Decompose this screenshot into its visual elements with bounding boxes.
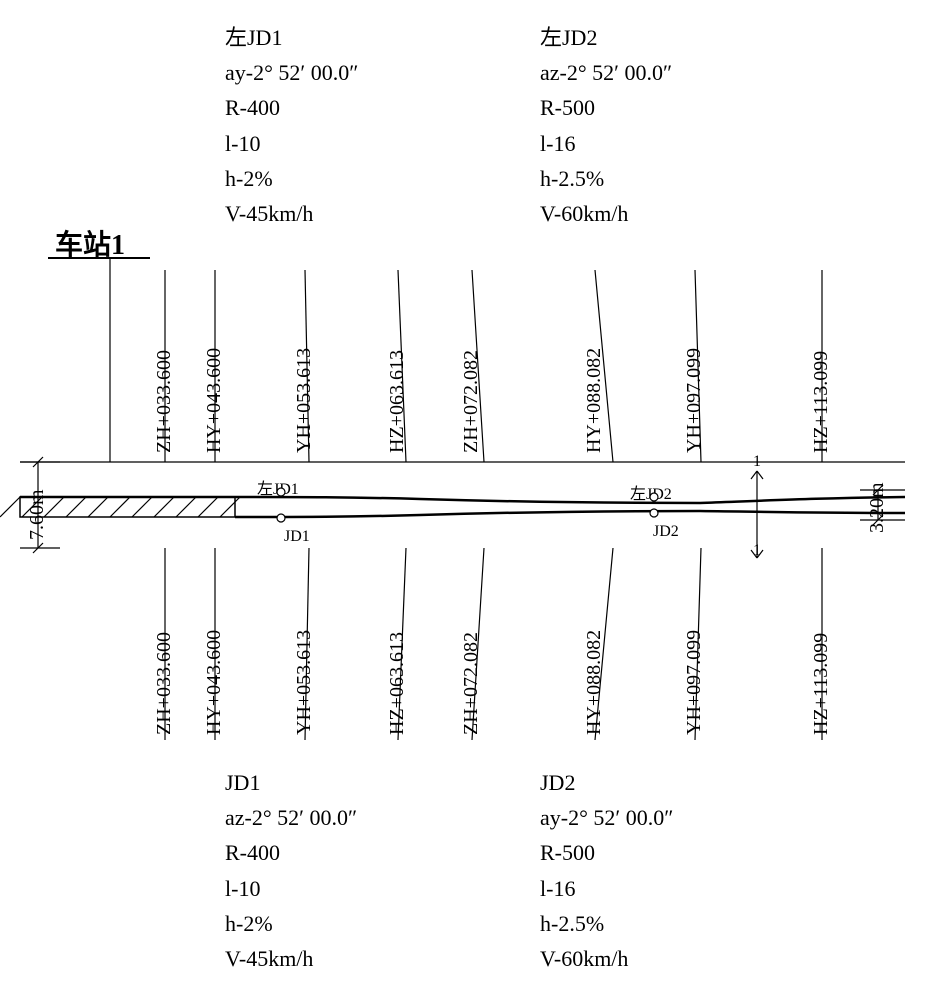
chainage-label: YH+053.613 bbox=[293, 278, 316, 453]
width-label-right: 3.20m bbox=[866, 478, 889, 533]
chainage-label: YH+097.099 bbox=[683, 560, 706, 735]
chainage-label: HY+088.082 bbox=[583, 278, 606, 453]
param-block-top-left: 左JD1ay-2° 52′ 00.0″R-400l-10h-2%V-45km/h bbox=[225, 20, 358, 231]
param-block-bottom-left: JD1az-2° 52′ 00.0″R-400l-10h-2%V-45km/h bbox=[225, 765, 357, 976]
param-line: 左JD2 bbox=[540, 20, 672, 55]
param-line: V-45km/h bbox=[225, 941, 357, 976]
param-line: R-500 bbox=[540, 90, 672, 125]
param-line: V-60km/h bbox=[540, 941, 673, 976]
param-block-top-right: 左JD2az-2° 52′ 00.0″R-500l-16h-2.5%V-60km… bbox=[540, 20, 672, 231]
param-line: R-500 bbox=[540, 835, 673, 870]
param-line: l-16 bbox=[540, 871, 673, 906]
jd-mark-jd2: JD2 bbox=[653, 523, 679, 541]
jd-mark-left-jd1: 左JD1 bbox=[257, 475, 299, 499]
width-label-left: 7.60m bbox=[26, 470, 49, 540]
param-line: l-10 bbox=[225, 871, 357, 906]
param-line: JD1 bbox=[225, 765, 357, 800]
chainage-label: HY+088.082 bbox=[583, 560, 606, 735]
param-line: h-2.5% bbox=[540, 906, 673, 941]
diagram-svg bbox=[0, 0, 927, 1000]
chainage-label: ZH+072.082 bbox=[460, 278, 483, 453]
chainage-label: ZH+033.600 bbox=[153, 278, 176, 453]
chainage-label: HY+043.600 bbox=[203, 560, 226, 735]
param-line: ay-2° 52′ 00.0″ bbox=[540, 800, 673, 835]
param-line: JD2 bbox=[540, 765, 673, 800]
chainage-label: HZ+063.613 bbox=[386, 278, 409, 453]
param-line: h-2% bbox=[225, 161, 358, 196]
param-line: ay-2° 52′ 00.0″ bbox=[225, 55, 358, 90]
chainage-label: HZ+113.099 bbox=[810, 560, 833, 735]
param-line: V-60km/h bbox=[540, 196, 672, 231]
param-line: 左JD1 bbox=[225, 20, 358, 55]
param-line: l-10 bbox=[225, 126, 358, 161]
param-line: az-2° 52′ 00.0″ bbox=[540, 55, 672, 90]
param-block-bottom-right: JD2ay-2° 52′ 00.0″R-500l-16h-2.5%V-60km/… bbox=[540, 765, 673, 976]
section-mark-top: 1 bbox=[753, 453, 761, 471]
param-line: h-2.5% bbox=[540, 161, 672, 196]
param-line: az-2° 52′ 00.0″ bbox=[225, 800, 357, 835]
chainage-label: YH+053.613 bbox=[293, 560, 316, 735]
param-line: l-16 bbox=[540, 126, 672, 161]
station-label: 车站1 bbox=[55, 223, 125, 263]
param-line: V-45km/h bbox=[225, 196, 358, 231]
section-mark-bot: 1 bbox=[753, 542, 761, 560]
chainage-label: ZH+033.600 bbox=[153, 560, 176, 735]
chainage-label: HY+043.600 bbox=[203, 278, 226, 453]
chainage-label: HZ+063.613 bbox=[386, 560, 409, 735]
chainage-label: HZ+113.099 bbox=[810, 278, 833, 453]
jd-mark-jd1: JD1 bbox=[284, 528, 310, 546]
param-line: h-2% bbox=[225, 906, 357, 941]
param-line: R-400 bbox=[225, 90, 358, 125]
chainage-label: ZH+072.082 bbox=[460, 560, 483, 735]
chainage-label: YH+097.099 bbox=[683, 278, 706, 453]
param-line: R-400 bbox=[225, 835, 357, 870]
jd-mark-left-jd2: 左JD2 bbox=[630, 480, 672, 504]
